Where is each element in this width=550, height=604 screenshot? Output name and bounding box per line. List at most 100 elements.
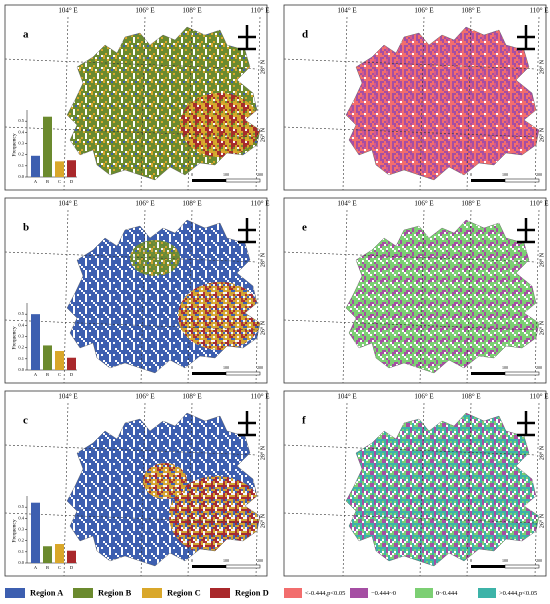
scale-label: 200 [257, 172, 263, 177]
study-area-outline [345, 219, 540, 374]
scale-bar [225, 178, 261, 183]
panel-label: d [302, 29, 308, 41]
longitude-label: 110° E [529, 7, 548, 15]
x-tick-label: C [58, 179, 61, 184]
latitude-label: 28° N [538, 59, 545, 74]
y-tick-label: 0.4 [18, 322, 24, 327]
y-tick-label: 0.2 [18, 538, 24, 543]
y-tick-label: 0.1 [18, 549, 24, 554]
y-axis-label: Frequency [11, 326, 17, 349]
map-panel: 104° E 106° E 108° E 110° E 28° N 26° N f 0 100 2… [283, 390, 549, 577]
scale-label: 100 [502, 172, 508, 177]
scale-bar [471, 179, 505, 182]
longitude-label: 106° E [414, 7, 433, 15]
scale-label: 100 [223, 365, 229, 370]
y-tick-label: 0.1 [18, 163, 24, 168]
longitude-label: 104° E [58, 200, 77, 208]
scale-bar [192, 565, 226, 568]
y-tick-label: 0.4 [18, 515, 24, 520]
graticule [63, 209, 69, 384]
longitude-label: 108° E [461, 7, 480, 15]
legend-label: Region C [167, 587, 201, 597]
longitude-label: 108° E [461, 200, 480, 208]
longitude-label: 104° E [337, 200, 356, 208]
longitude-label: 110° E [250, 393, 269, 401]
graticule [342, 209, 348, 384]
legend-label: 0~0.444 [436, 590, 458, 597]
y-tick-label: 0.5 [18, 311, 24, 316]
bar [43, 116, 52, 177]
graticule [466, 16, 472, 191]
longitude-label: 106° E [414, 200, 433, 208]
legend-label: Region B [98, 587, 132, 597]
map-panel: 104° E 106° E 108° E 110° E 28° N 26° N a 0 100 2… [4, 4, 270, 191]
legend-swatch [210, 588, 230, 598]
map-region [180, 93, 260, 157]
y-tick-label: 0.3 [18, 141, 24, 146]
graticule [534, 209, 540, 384]
study-area-outline [66, 26, 261, 181]
x-tick-label: A [34, 372, 38, 377]
map-panel: 104° E 106° E 108° E 110° E 28° N 26° N e 0 100 2… [283, 197, 549, 384]
longitude-label: 106° E [135, 200, 154, 208]
graticule [187, 16, 193, 191]
latitude-label: 26° N [259, 320, 266, 335]
panel-label: f [302, 415, 306, 427]
graticule [255, 402, 261, 577]
legend-label: −0.444~0 [371, 590, 396, 597]
latitude-label: 28° N [538, 252, 545, 267]
bar [55, 544, 64, 563]
legend-label: Region D [235, 587, 269, 597]
graticule [419, 209, 425, 384]
longitude-label: 106° E [135, 7, 154, 15]
latitude-label: 28° N [259, 445, 266, 460]
map-region [143, 463, 187, 499]
y-tick-label: 0.0 [18, 174, 24, 179]
study-area-outline [66, 219, 261, 374]
longitude-label: 110° E [529, 200, 548, 208]
y-tick-label: 0.1 [18, 356, 24, 361]
legend-label: <-0.444,p<0.05 [305, 590, 345, 597]
y-tick-label: 0.5 [18, 118, 24, 123]
panel-label: e [302, 222, 307, 234]
graticule [466, 402, 472, 577]
map-overlay [130, 240, 260, 350]
longitude-label: 106° E [414, 393, 433, 401]
latitude-label: 28° N [259, 252, 266, 267]
scale-label: 0 [191, 365, 193, 370]
graticule [63, 402, 69, 577]
latitude-label: 26° N [259, 127, 266, 142]
graticule [187, 209, 193, 384]
study-area-outline [345, 412, 540, 567]
graticule [534, 402, 540, 577]
map-overlay [180, 93, 260, 157]
graticule [342, 402, 348, 577]
longitude-label: 108° E [182, 393, 201, 401]
scale-label: 100 [502, 558, 508, 563]
x-tick-label: D [70, 372, 74, 377]
x-tick-label: C [58, 372, 61, 377]
scale-label: 200 [257, 365, 263, 370]
bar [67, 357, 76, 370]
longitude-label: 104° E [58, 7, 77, 15]
study-area [346, 413, 539, 566]
bar [31, 155, 40, 177]
map-panel: 104° E 106° E 108° E 110° E 28° N 26° N c 0 100 2… [4, 390, 270, 577]
bar [31, 314, 40, 370]
x-tick-label: D [70, 565, 74, 570]
scale-bar [471, 565, 505, 568]
y-axis-label: Frequency [11, 133, 17, 156]
longitude-label: 104° E [337, 393, 356, 401]
longitude-label: 106° E [135, 393, 154, 401]
x-tick-label: C [58, 565, 61, 570]
y-axis-label: Frequency [11, 519, 17, 542]
graticule [255, 16, 261, 191]
x-tick-label: B [46, 372, 49, 377]
y-tick-label: 0.2 [18, 345, 24, 350]
latitude-label: 26° N [538, 320, 545, 335]
y-tick-label: 0.4 [18, 129, 24, 134]
panel-label: c [23, 415, 28, 427]
longitude-label: 104° E [337, 7, 356, 15]
study-area-outline [345, 26, 540, 181]
